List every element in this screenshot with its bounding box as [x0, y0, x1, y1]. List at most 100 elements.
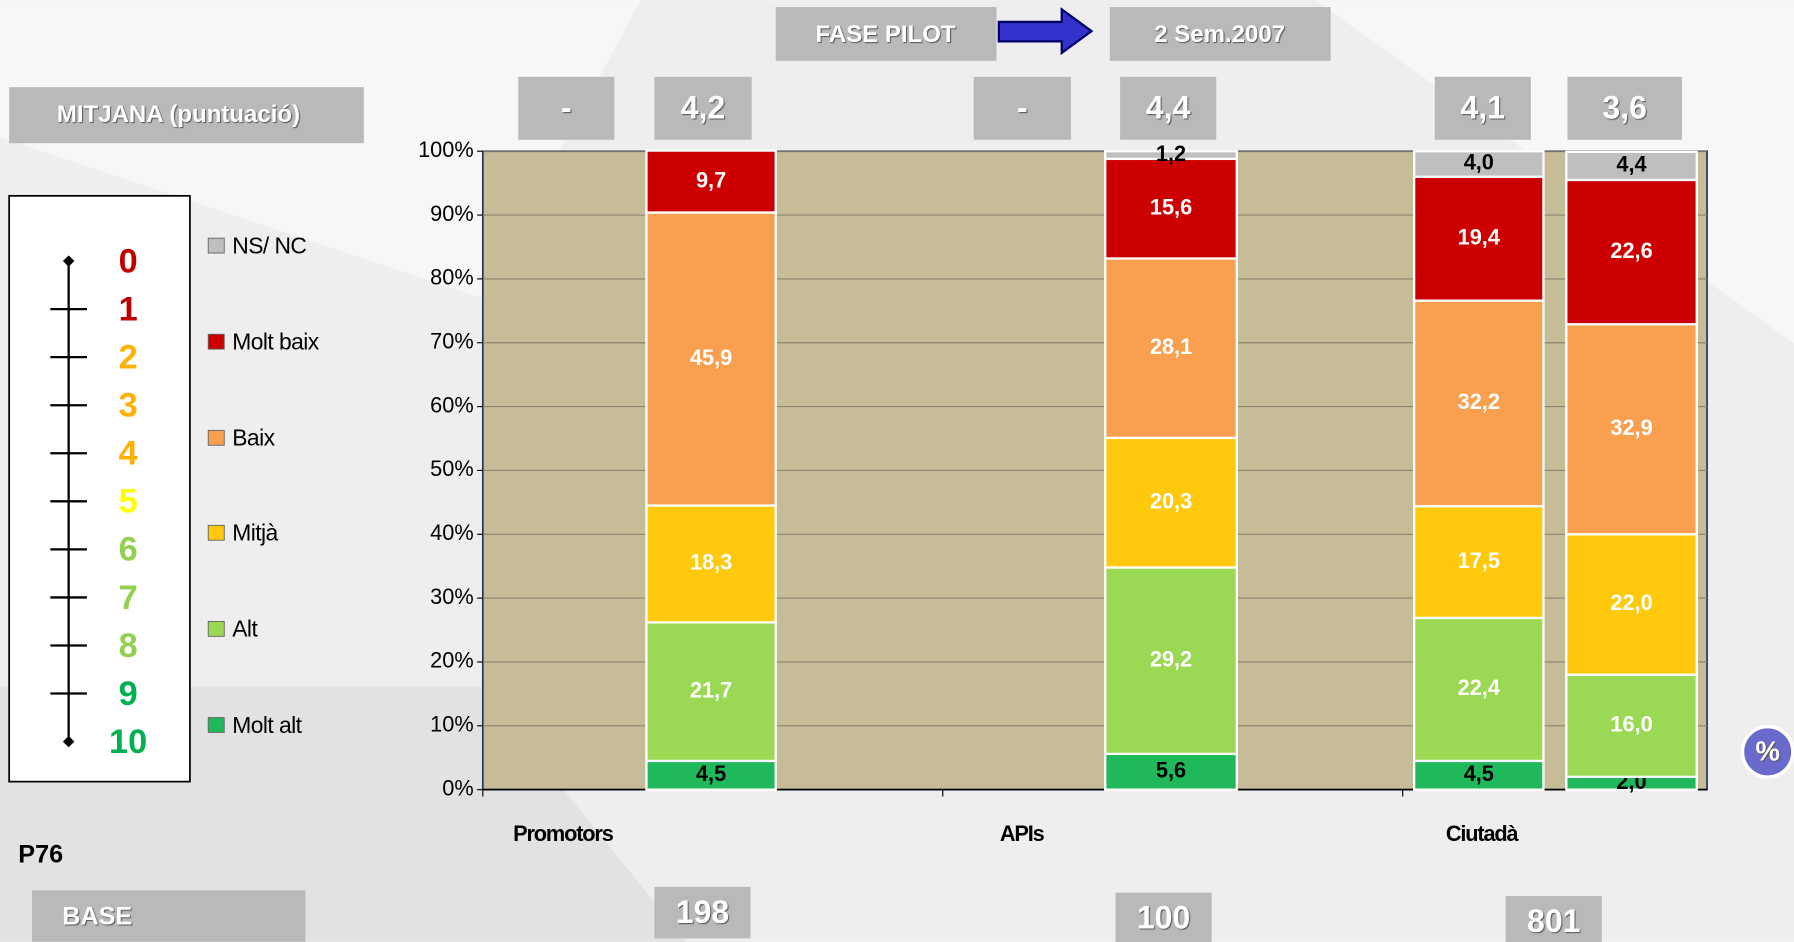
legend-swatch: [207, 429, 225, 446]
legend-swatch: [207, 524, 225, 541]
bg-shape: [0, 0, 641, 298]
mean-title-box: [9, 87, 364, 144]
bar-segment: [1565, 150, 1698, 182]
scale-label: 5: [119, 483, 138, 521]
base-box: [1505, 896, 1602, 942]
group-label: Ciutadà: [1446, 821, 1520, 846]
bar-segment: [645, 149, 777, 214]
legend-label: Molt baix: [232, 328, 320, 354]
percent-icon-label[interactable]: %: [1755, 735, 1779, 766]
mean-label: 3,6: [1602, 89, 1647, 125]
value-label: 29,2: [1150, 646, 1192, 671]
bar-segment: [645, 759, 777, 791]
value-label: 1,2: [1156, 141, 1186, 166]
period-label: 2 Sem.2007: [1154, 21, 1285, 48]
value-label: 4,5: [1464, 761, 1494, 786]
base-box: [654, 886, 751, 939]
bar-segment: [1413, 616, 1545, 763]
percent-icon[interactable]: [1740, 725, 1794, 779]
legend-label: Alt: [232, 616, 258, 642]
mean-box: [973, 76, 1071, 140]
mean-box: [1120, 76, 1217, 140]
value-label: 4,4: [1616, 152, 1646, 177]
scale-label: 3: [119, 387, 138, 425]
bar-segment: [1104, 150, 1238, 161]
phase-label: FASE PILOT: [816, 21, 956, 48]
y-tick-label: 100%: [418, 137, 474, 162]
period-box: [1109, 7, 1331, 61]
base-value: 801: [1527, 903, 1580, 939]
value-label: 20,3: [1150, 488, 1192, 513]
y-tick-label: 90%: [430, 201, 473, 226]
scale-label: 1: [119, 290, 138, 328]
value-label: 45,9: [690, 345, 732, 370]
legend-swatch: [207, 237, 225, 254]
scale-label: 8: [119, 627, 138, 665]
legend-swatch: [207, 717, 225, 733]
legend-label: Baix: [232, 425, 275, 451]
value-label: 18,3: [690, 550, 732, 575]
mean-label: 4,4: [1146, 89, 1191, 125]
value-label: 5,6: [1156, 757, 1186, 782]
mean-label: 4,1: [1461, 89, 1506, 125]
bar-segment: [645, 621, 777, 763]
base-box: [1115, 892, 1212, 942]
bar-segment: [1413, 150, 1545, 178]
mean-box: [654, 76, 752, 140]
bar-segment: [645, 211, 777, 507]
mean-label: 4,2: [681, 89, 726, 125]
legend-swatch: [207, 333, 225, 350]
scale-label: 4: [119, 435, 138, 473]
group-label: Promotors: [513, 821, 614, 846]
y-tick-label: 10%: [430, 712, 473, 737]
scale-box: [8, 194, 191, 783]
question-label: P76: [18, 841, 63, 869]
value-label: 16,0: [1610, 712, 1652, 737]
bar-segment: [1413, 175, 1545, 302]
bar-segment: [1565, 533, 1698, 676]
group-label: APIs: [1000, 821, 1045, 846]
mean-label: -: [1017, 89, 1028, 125]
value-label: 21,7: [690, 677, 732, 702]
value-label: 4,0: [1464, 150, 1494, 175]
scale-label: 2: [119, 339, 138, 377]
legend-label: NS/ NC: [232, 232, 306, 258]
bar-segment: [1104, 257, 1238, 440]
y-tick-label: 20%: [430, 648, 473, 673]
bar-segment: [1104, 157, 1238, 260]
value-label: 22,6: [1610, 238, 1652, 263]
value-label: 9,7: [696, 167, 726, 192]
bar-segment: [1565, 178, 1698, 326]
y-tick-label: 80%: [430, 265, 473, 290]
base-title: BASE: [62, 902, 132, 930]
y-tick-label: 50%: [430, 456, 473, 481]
phase-box: [775, 7, 997, 61]
base-value: 198: [676, 894, 729, 930]
bar-segment: [1104, 566, 1238, 756]
bar-segment: [1565, 673, 1698, 779]
scale-label: 6: [119, 531, 138, 569]
value-label: 15,6: [1150, 194, 1192, 219]
value-label: 22,0: [1610, 590, 1652, 615]
bar-segment: [1413, 505, 1545, 620]
base-value: 100: [1137, 900, 1190, 936]
mean-box: [1434, 76, 1531, 140]
y-tick-label: 60%: [430, 392, 473, 417]
bar-segment: [1104, 436, 1238, 569]
scale-label: 9: [119, 675, 138, 713]
base-title-box: [32, 890, 306, 942]
value-label: 28,1: [1150, 334, 1192, 359]
y-tick-label: 40%: [430, 520, 473, 545]
legend-label: Molt alt: [232, 712, 302, 738]
bar-segment: [1565, 323, 1698, 536]
y-tick-label: 0%: [442, 775, 473, 800]
legend-swatch: [207, 620, 225, 637]
y-tick-label: 30%: [430, 584, 473, 609]
value-label: 17,5: [1458, 548, 1500, 573]
scale-label: 7: [119, 579, 138, 617]
mean-box: [1567, 76, 1682, 140]
scale-label: 10: [109, 723, 147, 761]
bar-segment: [1413, 299, 1545, 508]
arrow: [997, 7, 1094, 56]
